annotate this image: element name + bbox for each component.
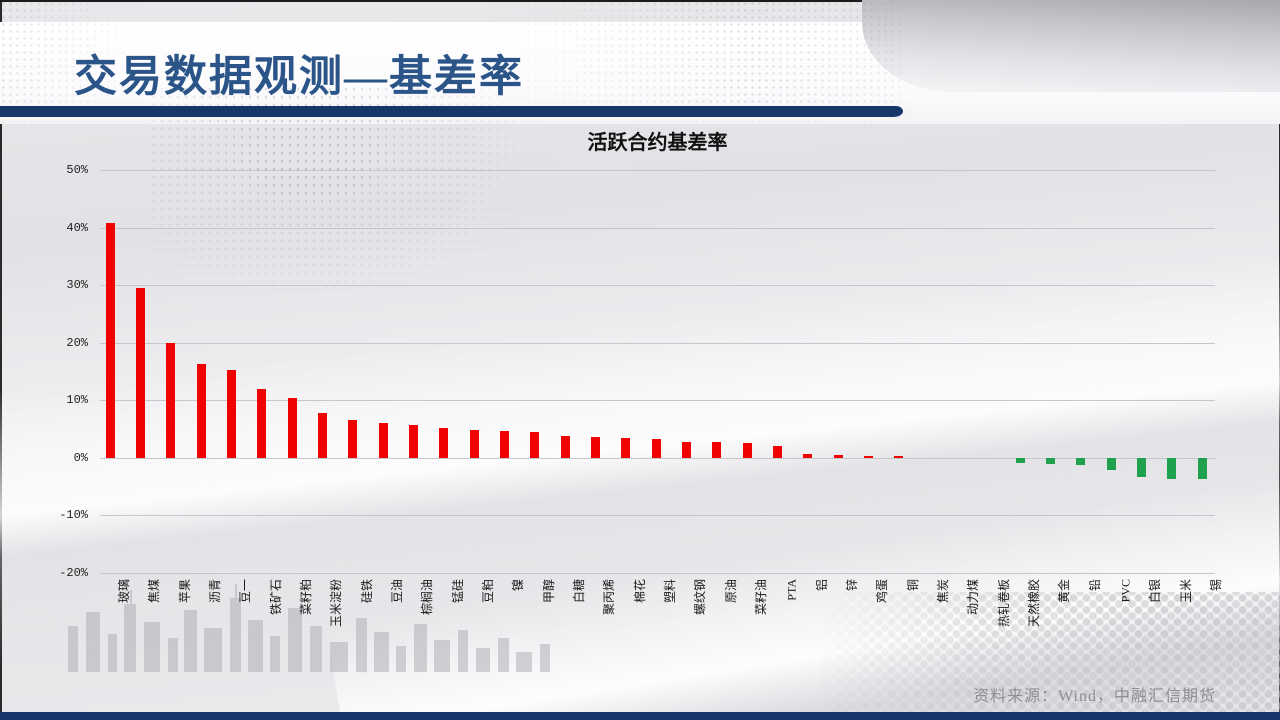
y-axis-label: 30% — [66, 278, 88, 293]
y-axis-label: -20% — [59, 566, 88, 580]
chart-bar — [894, 456, 904, 458]
chart-bar — [621, 437, 631, 458]
chart-bar — [560, 435, 570, 458]
chart-bar — [226, 370, 236, 458]
x-axis-label: 原油 — [723, 579, 738, 604]
y-axis-label: 40% — [66, 220, 88, 235]
x-axis-label: 玉米淀粉 — [329, 579, 344, 628]
x-axis-label: 菜籽油 — [754, 579, 768, 616]
x-axis-label: 硅铁 — [359, 579, 374, 604]
chart-bar — [1045, 457, 1055, 464]
chart-bar — [439, 427, 449, 458]
y-axis-label: 10% — [66, 393, 88, 408]
chart-title: 活跃合约基差率 — [587, 132, 728, 154]
x-axis-label: 焦炭 — [936, 579, 950, 604]
chart-bar — [135, 288, 145, 458]
x-axis-label: 苹果 — [177, 579, 192, 604]
x-axis-label: 锌 — [845, 579, 859, 592]
chart-bar — [196, 364, 206, 458]
chart-bar — [408, 425, 418, 458]
bottom-accent-bar — [0, 712, 1280, 720]
source-note: 资料来源：Wind，中融汇信期货 — [973, 688, 1216, 705]
gridline — [100, 285, 1215, 287]
x-axis-label: PVC — [1118, 579, 1132, 603]
x-axis-label: 动力煤 — [966, 579, 981, 616]
x-axis-label: 镍 — [511, 579, 526, 592]
gridline — [100, 227, 1215, 229]
y-axis-label: -10% — [59, 508, 88, 523]
x-axis-label: 豆油 — [390, 579, 404, 604]
title-underline-bar — [0, 106, 903, 117]
x-axis-label: 塑料 — [663, 579, 677, 604]
y-axis-label: 0% — [73, 450, 88, 465]
chart-bar — [1015, 457, 1025, 464]
x-axis-label: 铅 — [1087, 579, 1102, 592]
x-axis-label: 铁矿石 — [268, 579, 283, 616]
chart-bar — [590, 436, 600, 458]
chart-bar — [1106, 457, 1116, 470]
x-axis-label: 锡 — [1209, 579, 1223, 592]
chart-bar — [651, 439, 661, 458]
x-axis-label: 黄金 — [1057, 579, 1072, 604]
x-axis-label: 沥青 — [208, 579, 222, 604]
chart-bar — [166, 342, 176, 458]
chart-bar — [803, 453, 813, 458]
x-axis-label: 热轧卷板 — [996, 579, 1011, 628]
chart-bar — [1197, 457, 1207, 479]
chart-bar — [530, 431, 540, 458]
x-axis-label: 鸡蛋 — [875, 579, 890, 604]
chart-bar — [257, 389, 267, 458]
x-axis-label: 天然橡胶 — [1027, 579, 1041, 628]
x-axis-label: 聚丙烯 — [602, 579, 617, 616]
chart-bar — [317, 412, 327, 458]
x-axis-label: 白糖 — [572, 579, 586, 604]
x-axis-label: 棉花 — [632, 579, 647, 604]
y-axis-label: 50% — [66, 163, 88, 177]
chart-bar — [499, 431, 509, 458]
gridline — [100, 573, 1215, 574]
chart-bar — [378, 422, 388, 458]
gridline — [100, 515, 1215, 517]
chart-bar — [1167, 457, 1177, 480]
x-axis-label: 螺纹钢 — [693, 579, 708, 616]
chart-bar — [772, 446, 782, 458]
x-axis-label: 甲醇 — [541, 579, 556, 604]
chart-bar — [1136, 457, 1146, 477]
x-axis-label: 玻璃 — [117, 579, 131, 604]
chart-bar — [105, 222, 115, 458]
x-axis-label: 菜籽粕 — [299, 579, 313, 616]
chart-bar — [833, 454, 843, 458]
chart-bar — [1076, 457, 1086, 466]
gridline — [100, 170, 1215, 171]
chart-bar — [863, 455, 873, 458]
chart-bar — [287, 397, 297, 458]
chart-bar — [681, 441, 691, 458]
x-axis-label: 铜 — [905, 579, 920, 592]
x-axis-label: 豆粕 — [481, 579, 495, 604]
x-axis-label: 豆一 — [238, 579, 253, 604]
chart-bar — [348, 419, 358, 458]
chart-bar — [469, 429, 479, 458]
page-title: 交易数据观测—基差率 — [74, 54, 524, 101]
x-axis-label: 锰硅 — [450, 579, 465, 604]
chart-bar — [712, 442, 722, 458]
x-axis-label: 白银 — [1148, 579, 1163, 604]
x-axis-label: 铝 — [814, 579, 829, 592]
chart-bar — [742, 442, 752, 458]
x-axis-label: PTA — [784, 579, 799, 601]
gridline — [100, 342, 1215, 344]
x-axis-label: 焦煤 — [147, 579, 162, 604]
x-axis-label: 棕榈油 — [420, 579, 435, 616]
y-axis-label: 20% — [66, 335, 88, 350]
gridline — [100, 400, 1215, 402]
x-axis-label: 玉米 — [1178, 579, 1193, 604]
